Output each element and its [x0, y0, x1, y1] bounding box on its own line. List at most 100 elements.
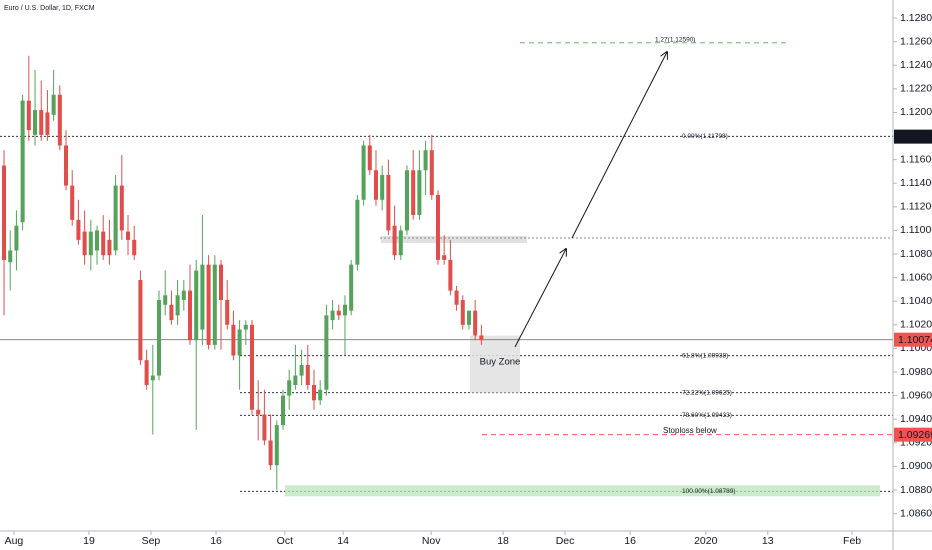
x-tick-label: Nov: [422, 535, 441, 547]
candle-body: [187, 290, 193, 341]
candle-body: [442, 255, 447, 260]
candle-body: [386, 174, 391, 231]
x-tick-label: 14: [337, 535, 349, 547]
fib-label: 72.22%(1.09625): [682, 389, 732, 396]
candle-body: [88, 231, 93, 256]
candle-body: [280, 395, 286, 426]
candle-body: [2, 165, 7, 260]
y-tick-label: 1.12400: [900, 59, 932, 71]
price-tag-label: 1.11795: [898, 131, 932, 143]
candle-body: [479, 335, 484, 341]
y-tick-label: 1.10600: [900, 271, 932, 283]
price-tag-label: 1.09269: [898, 429, 932, 441]
candle-body: [417, 170, 422, 216]
candle-body: [380, 174, 385, 200]
fib-label: 100.00%(1.08789): [682, 488, 736, 495]
candle-body: [26, 100, 31, 131]
candle-body: [305, 364, 310, 385]
candle-body: [324, 315, 329, 390]
candle-body: [113, 185, 118, 251]
candle-body: [355, 199, 360, 265]
candle-body: [398, 230, 403, 256]
candle-body: [287, 380, 292, 396]
candle-body: [423, 150, 428, 171]
x-tick-label: 18: [497, 535, 509, 547]
candle-body: [330, 310, 335, 321]
x-tick-label: 16: [210, 535, 222, 547]
candle-body: [169, 304, 174, 321]
y-tick-label: 1.09600: [900, 389, 932, 401]
candle-body: [51, 94, 56, 115]
y-tick-label: 1.09000: [900, 460, 932, 472]
candle-body: [150, 375, 155, 381]
candle-body: [249, 324, 255, 410]
candle-body: [454, 290, 459, 305]
candle-body: [175, 295, 180, 316]
candle-body: [82, 231, 87, 256]
candle-body: [101, 231, 106, 256]
y-tick-label: 1.10400: [900, 295, 932, 307]
candle-body: [200, 264, 205, 330]
candle-body: [429, 150, 434, 196]
stoploss-label: Stoploss below: [663, 426, 717, 435]
resistance-zone: [381, 236, 527, 243]
candle-body: [212, 264, 217, 345]
y-tick-label: 1.09400: [900, 413, 932, 425]
candle-body: [448, 259, 453, 291]
candle-body: [256, 409, 261, 415]
candle-body: [231, 324, 236, 356]
y-tick-label: 1.10800: [900, 248, 932, 260]
candle-body: [163, 295, 168, 305]
candle-body: [194, 270, 199, 341]
y-tick-label: 1.10200: [900, 319, 932, 331]
y-tick-label: 1.12200: [900, 83, 932, 95]
buy-zone: [470, 335, 520, 393]
fib-label: 1.27(1.12590): [655, 37, 695, 44]
candle-body: [20, 100, 25, 223]
fib-label: 0.00%(1.11798): [682, 133, 728, 140]
price-tag-label: 1.10074: [898, 334, 932, 346]
price-tag: [894, 129, 932, 144]
candle-body: [14, 225, 19, 251]
candle-body: [473, 310, 478, 336]
candle-body: [336, 310, 341, 316]
x-tick-label: 16: [624, 535, 636, 547]
price-tag: [894, 332, 932, 347]
x-tick-label: Sep: [142, 535, 161, 547]
candle-body: [349, 264, 354, 311]
candle-body: [237, 329, 242, 356]
candle-body: [311, 384, 317, 401]
y-tick-label: 1.11600: [900, 153, 932, 165]
candle-body: [460, 300, 465, 325]
x-tick-label: Dec: [556, 535, 575, 547]
fib-label: 61.8%(1.09938): [682, 352, 728, 359]
arrow: [514, 249, 566, 348]
candle-body: [181, 290, 186, 301]
fib-label: 78.60%(1.09433): [682, 412, 732, 419]
candle-body: [33, 110, 38, 135]
y-tick-label: 1.08600: [900, 507, 932, 519]
y-tick-label: 1.12800: [900, 12, 932, 24]
candle-body: [119, 185, 124, 231]
y-tick-label: 1.11200: [900, 201, 932, 213]
y-tick-label: 1.08800: [900, 484, 932, 496]
candle-body: [206, 264, 211, 345]
candle-body: [45, 112, 50, 135]
candle-body: [95, 230, 100, 251]
candle-body: [243, 324, 248, 330]
candle-body: [318, 389, 323, 401]
x-tick-label: Aug: [5, 535, 24, 547]
y-tick-label: 1.11400: [900, 177, 932, 189]
y-tick-label: 1.11000: [900, 224, 932, 236]
y-tick-label: 1.12600: [900, 35, 932, 47]
candle-body: [367, 145, 372, 171]
candle-body: [76, 219, 81, 240]
candle-body: [57, 94, 62, 146]
candle-body: [64, 145, 69, 186]
candle-body: [411, 170, 416, 216]
candle-body: [342, 304, 348, 316]
candle-body: [293, 375, 298, 385]
candle-body: [404, 170, 409, 231]
candle-body: [361, 145, 366, 200]
x-tick-label: 19: [83, 535, 95, 547]
